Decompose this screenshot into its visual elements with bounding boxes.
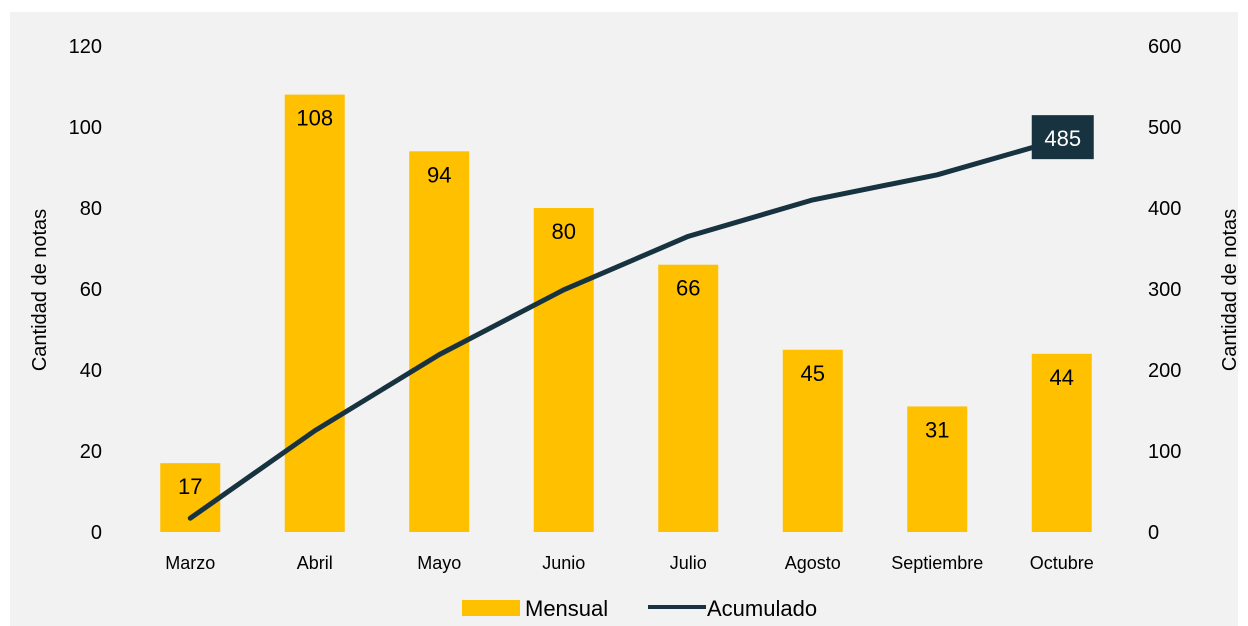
x-category-label: Octubre xyxy=(1030,553,1094,573)
bar-value-label: 66 xyxy=(676,276,700,301)
y-left-tick-label: 20 xyxy=(80,441,102,463)
bar-abril xyxy=(285,95,345,532)
x-category-label: Abril xyxy=(297,553,333,573)
bar-value-label: 94 xyxy=(427,162,451,187)
bar-value-label: 44 xyxy=(1050,365,1074,390)
x-category-label: Mayo xyxy=(417,553,461,573)
y-left-tick-label: 0 xyxy=(91,522,102,544)
y-right-tick-label: 100 xyxy=(1148,441,1181,463)
legend-label-acumulado: Acumulado xyxy=(707,596,817,621)
x-category-label: Agosto xyxy=(785,553,841,573)
left-axis-ticks: 0 20 40 60 80 100 120 xyxy=(69,36,102,544)
y-left-tick-label: 60 xyxy=(80,279,102,301)
y-right-tick-label: 500 xyxy=(1148,117,1181,139)
bars-group xyxy=(160,95,1092,532)
legend: Mensual Acumulado xyxy=(462,596,817,621)
y-left-tick-label: 120 xyxy=(69,36,102,58)
y-right-tick-label: 600 xyxy=(1148,36,1181,58)
category-labels: Marzo Abril Mayo Junio Julio Agosto Septiembre… xyxy=(165,553,1094,573)
bar-value-label: 17 xyxy=(178,474,202,499)
bar-junio xyxy=(534,208,594,532)
x-category-label: Julio xyxy=(670,553,707,573)
x-category-label: Junio xyxy=(542,553,585,573)
bar-julio xyxy=(658,265,718,532)
y-axis-right-title: Cantidad de notas xyxy=(1219,209,1241,371)
bar-value-label: 80 xyxy=(552,219,576,244)
x-category-label: Marzo xyxy=(165,553,215,573)
bar-value-label: 108 xyxy=(296,106,333,131)
y-right-tick-label: 400 xyxy=(1148,198,1181,220)
y-left-tick-label: 80 xyxy=(80,198,102,220)
y-left-tick-label: 40 xyxy=(80,360,102,382)
y-right-tick-label: 0 xyxy=(1148,522,1159,544)
x-category-label: Septiembre xyxy=(891,553,983,573)
legend-swatch-mensual xyxy=(462,600,520,616)
bar-value-label: 31 xyxy=(925,417,949,442)
y-right-tick-label: 200 xyxy=(1148,360,1181,382)
bar-value-label: 45 xyxy=(801,361,825,386)
y-left-tick-label: 100 xyxy=(69,117,102,139)
y-axis-left-title: Cantidad de notas xyxy=(29,209,51,371)
y-right-tick-label: 300 xyxy=(1148,279,1181,301)
legend-label-mensual: Mensual xyxy=(525,596,608,621)
end-value-label: 485 xyxy=(1044,126,1081,151)
right-axis-ticks: 0 100 200 300 400 500 600 xyxy=(1148,36,1181,544)
